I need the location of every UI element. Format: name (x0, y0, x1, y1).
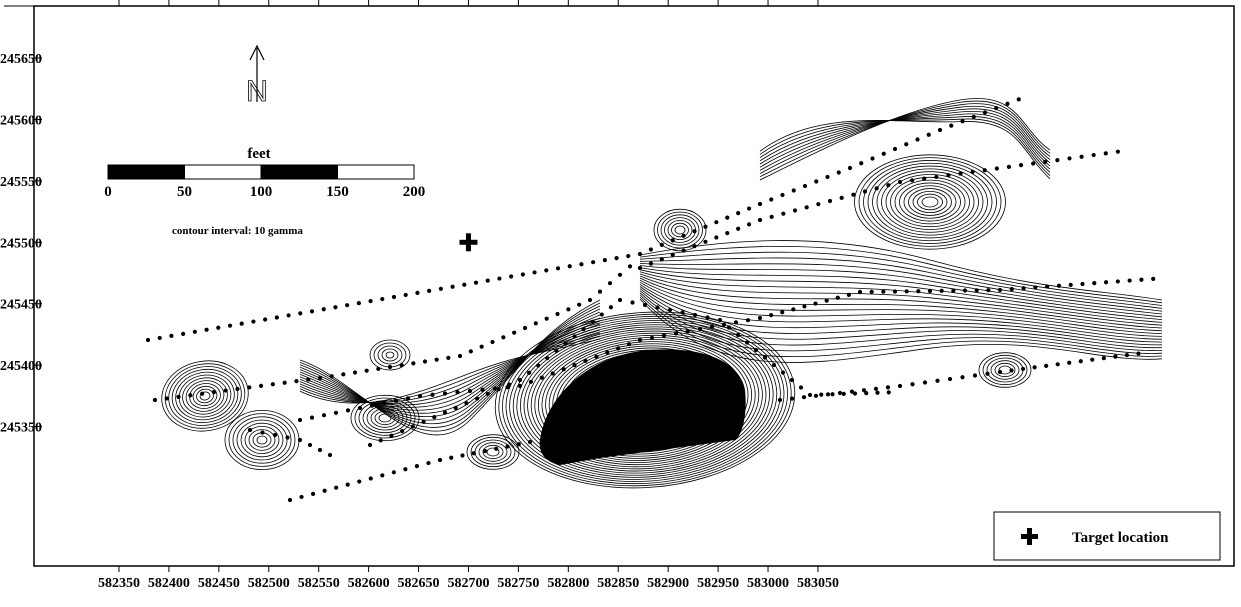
scale-bar-title: feet (247, 146, 270, 162)
map-frame (33, 5, 1235, 567)
magnetic-anomaly-high (539, 349, 746, 465)
x-tick-label: 582850 (597, 576, 639, 591)
x-tick-label: 582500 (248, 576, 290, 591)
y-tick-label: 245600 (0, 113, 42, 128)
scale-bar-segment (260, 164, 338, 180)
x-tick-label: 582800 (547, 576, 589, 591)
y-tick-label: 245350 (0, 421, 42, 436)
plus-icon (1021, 528, 1038, 545)
x-tick-label: 582600 (348, 576, 390, 591)
legend-label: Target location (1072, 530, 1169, 546)
y-tick-label: 245400 (0, 359, 42, 374)
y-tick-label: 245450 (0, 298, 42, 313)
x-axis: 582350 582400 582450 582500 582550 582600 5826… (98, 0, 839, 591)
target-marker-plus-icon (459, 233, 478, 252)
x-tick-label: 582350 (98, 576, 140, 591)
x-tick-label: 582900 (647, 576, 689, 591)
y-axis: 245650 245600 245550 245500 245450 245400 2453… (0, 52, 42, 436)
scale-bar-label: 200 (403, 184, 426, 200)
scale-bar-segment (337, 164, 415, 180)
contour-interval-note: contour interval: 10 gamma (172, 225, 303, 237)
x-tick-label: 582450 (198, 576, 240, 591)
y-tick-label: 245550 (0, 175, 42, 190)
y-tick-label: 245500 (0, 236, 42, 251)
x-tick-label: 583050 (797, 576, 839, 591)
scale-bar-label: 50 (177, 184, 192, 200)
x-tick-label: 582550 (298, 576, 340, 591)
north-label: N (246, 75, 268, 108)
legend-box: Target location (993, 511, 1221, 561)
scale-bar-label: 0 (104, 184, 112, 200)
scale-bar-segment (107, 164, 185, 180)
north-arrow-icon: N (246, 44, 268, 108)
x-tick-label: 582750 (497, 576, 539, 591)
x-tick-label: 582700 (447, 576, 489, 591)
x-tick-label: 582650 (398, 576, 440, 591)
y-tick-label: 245650 (0, 52, 42, 67)
scale-bar: feet 0 50 100 150 200 (104, 146, 425, 200)
x-tick-label: 583000 (747, 576, 789, 591)
scale-bar-label: 150 (326, 184, 349, 200)
scale-bar-label: 100 (250, 184, 273, 200)
x-tick-label: 582400 (148, 576, 190, 591)
scale-bar-segment (184, 164, 262, 180)
survey-track-points (145, 97, 1156, 503)
x-tick-label: 582950 (697, 576, 739, 591)
